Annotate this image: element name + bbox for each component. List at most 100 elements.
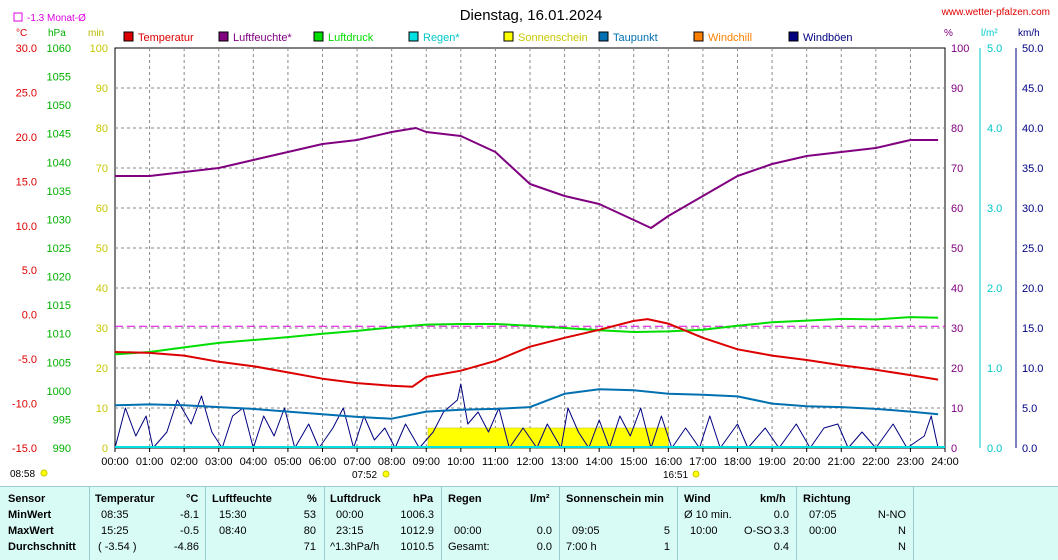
- tick-label: 20.0: [16, 132, 37, 144]
- unit-lm2: l/m²: [981, 28, 998, 39]
- grid: [115, 48, 945, 448]
- x-tick-label: 11:00: [482, 456, 509, 468]
- stats-temp-unit: °C: [186, 493, 199, 505]
- tick-label: 10: [96, 403, 108, 415]
- stats-temp-avg-alt: ( -3.54 ): [98, 541, 137, 553]
- weather-chart: Dienstag, 16.01.2024 www.wetter-pfalzen.…: [10, 7, 1050, 481]
- tick-label: 1015: [47, 300, 71, 312]
- tick-label: 80: [951, 123, 963, 135]
- stats-press-min-time: 00:00: [336, 509, 364, 521]
- tick-label: 1025: [47, 243, 71, 255]
- stats-press-min: 1006.3: [400, 509, 434, 521]
- series-temperatur: [114, 318, 939, 388]
- tick-label: 60: [951, 203, 963, 215]
- stats-dir-header: Richtung: [803, 493, 851, 505]
- tick-label: 5.0: [22, 265, 37, 277]
- x-tick-label: 24:00: [931, 456, 959, 468]
- tick-label: 30.0: [1022, 203, 1043, 215]
- tick-label: 1000: [47, 386, 71, 398]
- tick-label: 0: [102, 443, 108, 455]
- unit-percent: %: [944, 28, 953, 39]
- sunset-time: 16:51: [663, 470, 688, 481]
- stats-row-max: MaxWert: [8, 525, 54, 537]
- tick-label: 90: [951, 83, 963, 95]
- series-lines: [114, 127, 945, 449]
- stats-rain-total: 0.0: [536, 541, 552, 553]
- tick-label: 50: [96, 243, 108, 255]
- stats-row-min: MinWert: [8, 509, 52, 521]
- x-tick-label: 13:00: [551, 456, 579, 468]
- legend-label: Luftfeuchte*: [233, 32, 292, 44]
- x-tick-label: 17:00: [689, 456, 717, 468]
- stats-wind-max-time: 10:00: [690, 525, 718, 537]
- stats-dir-min-time: 07:05: [809, 509, 837, 521]
- stats-temp-max: -0.5: [180, 525, 199, 537]
- stats-wind-avg-label: Ø 10 min.: [684, 509, 732, 521]
- series-taupunkt: [114, 388, 939, 420]
- tick-label: 80: [96, 123, 108, 135]
- tick-label: 3.0: [987, 203, 1002, 215]
- stats-rain-unit: l/m²: [530, 493, 550, 505]
- sunrise-sun-icon: [382, 470, 390, 478]
- tick-label: -10.0: [12, 399, 37, 411]
- x-tick-label: 09:00: [412, 456, 440, 468]
- tick-label: 70: [96, 163, 108, 175]
- x-tick-label: 12:00: [516, 456, 544, 468]
- tick-label: 35.0: [1022, 163, 1043, 175]
- legend-swatch: [123, 31, 134, 42]
- month-avg-marker-icon: [13, 12, 23, 22]
- x-tick-label: 15:00: [620, 456, 648, 468]
- legend-label: Taupunkt: [613, 32, 658, 44]
- stats-temp-min: -8.1: [180, 509, 199, 521]
- stats-wind-min: 0.0: [773, 509, 789, 521]
- x-tick-label: 23:00: [897, 456, 925, 468]
- axis-temperature: 30.0 25.0 20.0 15.0 10.0 5.0 0.0 -5.0 -10.0 -15.0: [12, 43, 37, 455]
- stats-press-avg: 1010.5: [400, 541, 434, 553]
- tick-label: 10.0: [16, 221, 37, 233]
- x-tick-label: 10:00: [447, 456, 475, 468]
- tick-label: 1060: [47, 43, 71, 55]
- x-tick-label: 16:00: [655, 456, 683, 468]
- tick-label: 45.0: [1022, 83, 1043, 95]
- stats-hum-min: 53: [303, 509, 316, 521]
- stats-temp-max-time: 15:25: [101, 525, 129, 537]
- month-avg-label: -1.3 Monat-Ø: [27, 13, 86, 24]
- stats-sensor-header: Sensor: [8, 493, 46, 505]
- legend-label: Windböen: [803, 32, 853, 44]
- stats-dir-min: N-NO: [877, 509, 906, 521]
- x-tick-label: 02:00: [170, 456, 198, 468]
- tick-label: 5.0: [1022, 403, 1037, 415]
- tick-label: 20: [96, 363, 108, 375]
- tick-label: 20.0: [1022, 283, 1043, 295]
- sunrise-time: 07:52: [352, 470, 377, 481]
- stats-sun-max-time: 09:05: [572, 525, 600, 537]
- stats-press-header: Luftdruck: [330, 493, 381, 505]
- tick-label: -15.0: [12, 443, 37, 455]
- x-tick-label: 05:00: [274, 456, 302, 468]
- chart-title: Dienstag, 16.01.2024: [460, 7, 603, 24]
- stats-press-max-time: 23:15: [336, 525, 364, 537]
- stats-sun-header: Sonnenschein min: [566, 493, 664, 505]
- tick-label: 995: [53, 414, 71, 426]
- site-url[interactable]: www.wetter-pfalzen.com: [941, 7, 1050, 18]
- tick-label: 90: [96, 83, 108, 95]
- tick-label: 1035: [47, 186, 71, 198]
- tick-label: -5.0: [18, 354, 37, 366]
- tick-label: 5.0: [987, 43, 1002, 55]
- tick-label: 15.0: [16, 176, 37, 188]
- tick-label: 1055: [47, 72, 71, 84]
- x-tick-label: 14:00: [585, 456, 613, 468]
- tick-label: 40: [951, 283, 963, 295]
- tick-label: 1010: [47, 329, 71, 341]
- stats-sun-max: 5: [663, 525, 670, 537]
- legend: Temperatur Luftfeuchte* Luftdruck Regen* Son…: [123, 31, 853, 44]
- legend-swatch: [693, 31, 704, 42]
- stats-rain-total-label: Gesamt:: [448, 541, 490, 553]
- stats-hum-max-time: 08:40: [219, 525, 247, 537]
- stats-wind-unit: km/h: [760, 493, 786, 505]
- tick-label: 25.0: [16, 87, 37, 99]
- x-tick-label: 18:00: [724, 456, 752, 468]
- tick-label: 1.0: [987, 363, 1002, 375]
- tick-label: 990: [53, 443, 71, 455]
- stats-sun-avg: 1: [663, 541, 670, 553]
